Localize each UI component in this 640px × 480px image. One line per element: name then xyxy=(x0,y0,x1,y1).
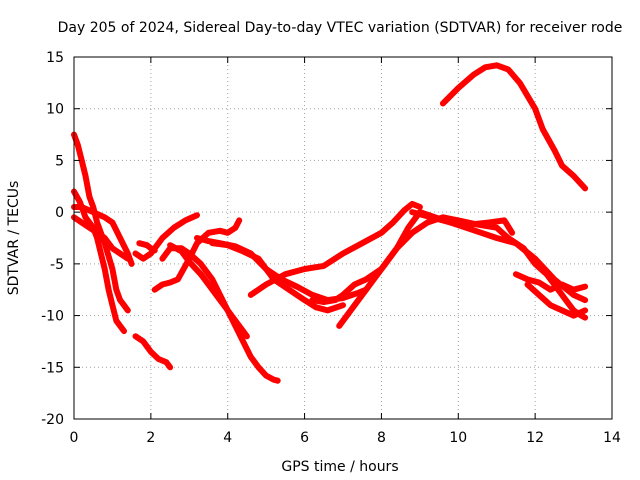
x-tick-label: 6 xyxy=(300,430,309,446)
x-tick-label: 14 xyxy=(603,430,621,446)
x-axis-ticks: 0 2 4 6 8 10 12 14 xyxy=(70,57,621,446)
series-line-trace-c xyxy=(71,204,135,267)
series-line-trace-i xyxy=(159,245,281,384)
y-tick-label: 0 xyxy=(55,205,64,221)
series-line-trace-l xyxy=(209,240,346,314)
series-line-trace-q xyxy=(439,62,589,192)
x-axis-label: GPS time / hours xyxy=(281,459,398,475)
x-tick-label: 12 xyxy=(526,430,544,446)
series-line-trace-s xyxy=(524,281,589,319)
series-line-trace-a xyxy=(71,131,131,314)
y-tick-label: -15 xyxy=(41,360,64,376)
series-line-trace-j xyxy=(167,242,250,340)
series-line-trace-f xyxy=(132,212,200,262)
y-tick-label: 15 xyxy=(46,50,64,66)
x-tick-label: 10 xyxy=(449,430,467,446)
series-line-trace-h xyxy=(151,217,243,293)
series-line-trace-d xyxy=(71,214,131,262)
series-line-trace-r xyxy=(512,271,589,293)
y-tick-label: -10 xyxy=(41,309,64,325)
y-tick-label: -20 xyxy=(41,412,64,428)
x-tick-label: 4 xyxy=(223,430,232,446)
series-line-trace-p xyxy=(409,209,516,236)
x-tick-label: 8 xyxy=(377,430,386,446)
series-line-trace-b xyxy=(71,188,127,335)
chart-title: Day 205 of 2024, Sidereal Day-to-day VTE… xyxy=(58,20,623,36)
grid xyxy=(74,57,612,419)
series-line-trace-e xyxy=(132,333,174,371)
y-axis-label: SDTVAR / TECUs xyxy=(6,181,22,296)
series-line-trace-m xyxy=(247,200,423,298)
y-axis-ticks: -20 -15 -10 -5 0 5 10 15 xyxy=(41,50,612,428)
series-group xyxy=(71,62,589,384)
x-tick-label: 0 xyxy=(70,430,79,446)
series-line-trace-g xyxy=(136,240,158,254)
y-tick-label: 10 xyxy=(46,102,64,118)
y-tick-label: -5 xyxy=(50,257,64,273)
plot-frame xyxy=(73,56,613,420)
y-tick-label: 5 xyxy=(55,153,64,169)
x-tick-label: 2 xyxy=(146,430,155,446)
